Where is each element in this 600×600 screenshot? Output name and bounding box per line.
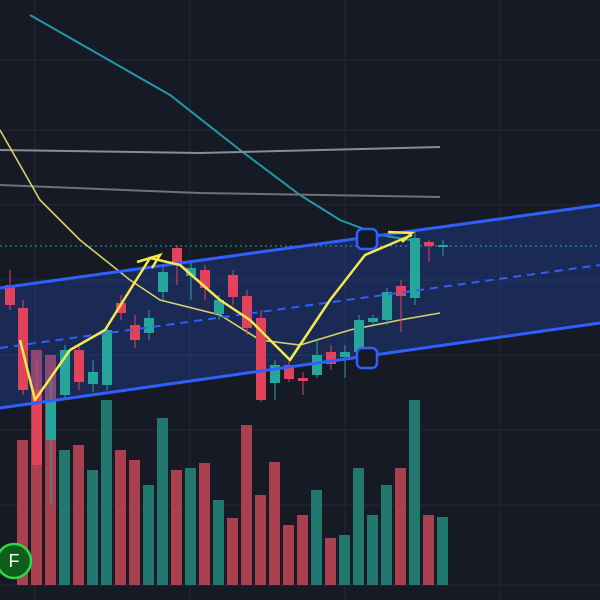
volume-bar bbox=[269, 462, 280, 585]
volume-bar bbox=[353, 468, 364, 585]
volume-bar bbox=[437, 517, 448, 585]
volume-bar bbox=[423, 515, 434, 585]
channel-handle[interactable] bbox=[355, 346, 379, 370]
candle bbox=[74, 350, 84, 382]
volume-bar bbox=[339, 535, 350, 585]
volume-bar bbox=[115, 450, 126, 585]
candle bbox=[172, 248, 182, 263]
channel-upper bbox=[0, 203, 600, 290]
candle bbox=[5, 285, 15, 305]
candle bbox=[130, 325, 140, 340]
candle bbox=[298, 378, 308, 381]
channel-handle[interactable] bbox=[355, 227, 379, 251]
zigzag bbox=[18, 233, 413, 402]
candle bbox=[88, 372, 98, 384]
candle bbox=[410, 238, 420, 298]
badge[interactable] bbox=[0, 542, 33, 580]
volume-bar bbox=[381, 485, 392, 585]
volume-bar bbox=[59, 450, 70, 585]
volume-bar bbox=[241, 425, 252, 585]
volume-bar bbox=[255, 495, 266, 585]
candle bbox=[60, 350, 70, 395]
volume-bar bbox=[143, 485, 154, 585]
channel-lower bbox=[0, 321, 600, 410]
volume-bar bbox=[311, 490, 322, 585]
volume-bar bbox=[101, 400, 112, 585]
zigzag-arrow bbox=[136, 252, 163, 269]
candle bbox=[354, 320, 364, 352]
candle bbox=[158, 272, 168, 292]
volume-bar bbox=[367, 515, 378, 585]
candle bbox=[228, 275, 238, 297]
volume-bar bbox=[213, 500, 224, 585]
candle bbox=[284, 365, 294, 379]
volume-bar bbox=[297, 515, 308, 585]
volume-bar bbox=[171, 470, 182, 585]
volume-bar bbox=[87, 470, 98, 585]
candle bbox=[424, 242, 434, 246]
candle bbox=[32, 390, 42, 465]
candle bbox=[256, 318, 266, 400]
candle bbox=[270, 365, 280, 383]
candle bbox=[340, 352, 350, 357]
candle bbox=[102, 330, 112, 385]
candle bbox=[396, 286, 406, 296]
volume-bar bbox=[395, 468, 406, 585]
moving-average bbox=[0, 146, 441, 155]
candle bbox=[214, 300, 224, 314]
badge-label: F bbox=[9, 551, 20, 571]
candle bbox=[326, 352, 336, 364]
candle bbox=[144, 318, 154, 333]
volume-bar bbox=[409, 400, 420, 585]
candle bbox=[46, 400, 56, 440]
moving-average bbox=[0, 129, 441, 346]
volume-bar bbox=[17, 440, 28, 585]
candle bbox=[186, 268, 196, 276]
volume-bar bbox=[325, 538, 336, 585]
candle bbox=[368, 318, 378, 322]
volume-bar bbox=[199, 463, 210, 585]
volume-bar bbox=[283, 525, 294, 585]
candle bbox=[116, 303, 126, 313]
zigzag-arrow bbox=[387, 230, 416, 243]
candle bbox=[242, 296, 252, 328]
volume-bar bbox=[227, 518, 238, 585]
candle bbox=[200, 270, 210, 288]
volume-bar bbox=[129, 460, 140, 585]
volume-bar bbox=[73, 445, 84, 585]
candle bbox=[382, 292, 392, 320]
volume-bar bbox=[157, 418, 168, 585]
moving-average bbox=[0, 184, 441, 198]
candle bbox=[438, 245, 448, 247]
channel-fill bbox=[0, 205, 600, 408]
candle bbox=[312, 355, 322, 375]
volume-bar bbox=[185, 468, 196, 585]
